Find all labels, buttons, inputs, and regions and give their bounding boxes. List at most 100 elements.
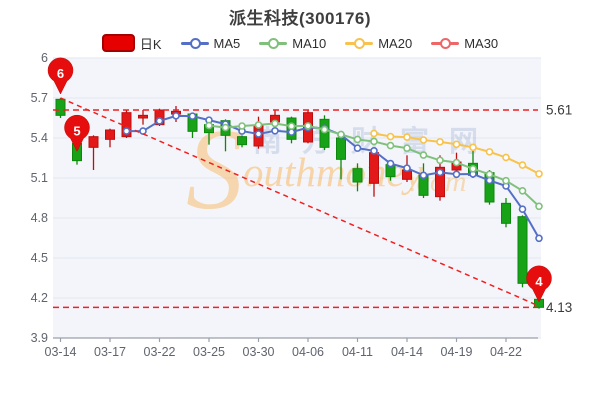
legend-item-ma20[interactable]: MA20: [345, 36, 412, 51]
ma5-point: [370, 147, 378, 155]
candle: [435, 166, 445, 198]
ma5-point: [386, 159, 395, 168]
y-axis-label: 5.1: [31, 171, 48, 185]
y-axis-label: 5.4: [31, 131, 48, 145]
x-axis-label: 04-06: [292, 345, 324, 359]
ma10-point: [386, 141, 395, 150]
ma5-point: [452, 170, 461, 179]
ma5-line-swatch-icon: [180, 37, 209, 49]
ma5-point: [419, 171, 428, 180]
ma10-point: [535, 202, 543, 211]
ma10-point: [238, 122, 246, 130]
ma20-point: [403, 133, 411, 141]
legend-item-ma5[interactable]: MA5: [180, 35, 241, 51]
ma20-point: [452, 140, 461, 149]
ma10-line-swatch-icon: [259, 37, 288, 49]
ma10-point: [502, 176, 510, 185]
ma5-point: [353, 144, 362, 152]
ma10-point: [419, 151, 428, 159]
candle: [138, 114, 148, 119]
candle: [336, 137, 346, 160]
ma5-point: [172, 112, 180, 120]
ma20-point: [469, 143, 477, 152]
legend-label: MA30: [464, 35, 499, 51]
candle: [369, 152, 379, 184]
ref-line-label: 5.61: [546, 103, 572, 118]
k-candle-swatch-icon: [101, 34, 135, 52]
x-axis-label: 03-22: [144, 345, 176, 359]
ma5-point: [139, 127, 147, 135]
signal-marker-5: 5: [64, 114, 90, 152]
ma20-line-swatch-icon: [345, 37, 374, 49]
ma10-point: [469, 165, 477, 173]
x-axis-label: 04-22: [490, 345, 522, 359]
y-axis-label: 6: [41, 51, 48, 65]
y-axis-label: 5.7: [31, 91, 48, 105]
ma20-point: [535, 170, 543, 178]
candle: [352, 168, 363, 183]
x-axis-label: 03-30: [243, 345, 275, 359]
ma10-point: [304, 122, 312, 130]
watermark-en-word: outhmoney: [243, 149, 424, 195]
ma5-point: [287, 128, 296, 136]
y-axis-label: 4.8: [31, 211, 48, 225]
legend-label: MA10: [292, 35, 327, 51]
legend-item-k[interactable]: 日K: [101, 34, 162, 53]
ma20-point: [370, 129, 378, 138]
ma5-point: [535, 234, 543, 243]
legend-item-ma30[interactable]: MA30: [431, 36, 498, 51]
candle: [501, 202, 511, 224]
ma5-point: [254, 130, 263, 138]
legend-item-ma10[interactable]: MA10: [259, 36, 326, 51]
ma5-point: [122, 127, 131, 135]
candle: [55, 98, 66, 116]
x-axis-label: 04-19: [441, 345, 473, 359]
candle: [88, 136, 99, 148]
y-axis-label: 4.2: [31, 291, 48, 305]
marker-pin-icon: [526, 265, 552, 303]
y-axis-label: 4.5: [31, 251, 48, 265]
ma20-point: [518, 161, 527, 169]
ma10-point: [370, 137, 378, 146]
page-title: 派生科技(300176): [228, 9, 372, 28]
ma10-point: [485, 170, 494, 179]
ma5-point: [155, 117, 164, 125]
ma10-point: [403, 144, 411, 152]
x-axis-label: 03-14: [45, 345, 77, 359]
ma10-point: [518, 187, 527, 195]
ma10-point: [353, 135, 362, 144]
ma10-point: [320, 125, 329, 134]
marker-pin-icon: [64, 114, 90, 152]
marker-number: 5: [73, 123, 80, 138]
legend-label: MA5: [213, 35, 241, 51]
ma30-line-swatch-icon: [431, 37, 460, 49]
ref-line-label: 4.13: [546, 300, 572, 315]
ma5-point: [518, 205, 527, 213]
ma10-point: [436, 156, 444, 165]
ma10-line: [205, 119, 543, 211]
marker-number: 4: [535, 274, 543, 289]
marker-pin-icon: [47, 57, 74, 95]
x-axis-label: 04-11: [342, 345, 373, 359]
ma10-point: [337, 130, 345, 139]
ma5-point: [485, 176, 494, 185]
y-axis-label: 3.9: [31, 331, 48, 345]
x-axis-label: 03-17: [94, 345, 126, 359]
signal-marker-6: 6: [47, 57, 74, 95]
ma10-point: [205, 121, 213, 130]
ma10-point: [254, 121, 263, 129]
plot-area: [53, 58, 541, 338]
ma10-point: [221, 123, 230, 132]
ma20-point: [436, 138, 444, 146]
trend-line: [60, 97, 540, 307]
legend: 日K MA5 MA10 MA20 MA30: [0, 33, 600, 53]
marker-number: 6: [57, 66, 64, 81]
x-axis-label: 04-14: [391, 345, 423, 359]
ma10-point: [452, 158, 461, 167]
x-axis-label: 03-25: [193, 345, 225, 359]
ma20-point: [419, 136, 428, 144]
ma10-point: [271, 119, 279, 128]
ma20-point: [485, 148, 494, 156]
